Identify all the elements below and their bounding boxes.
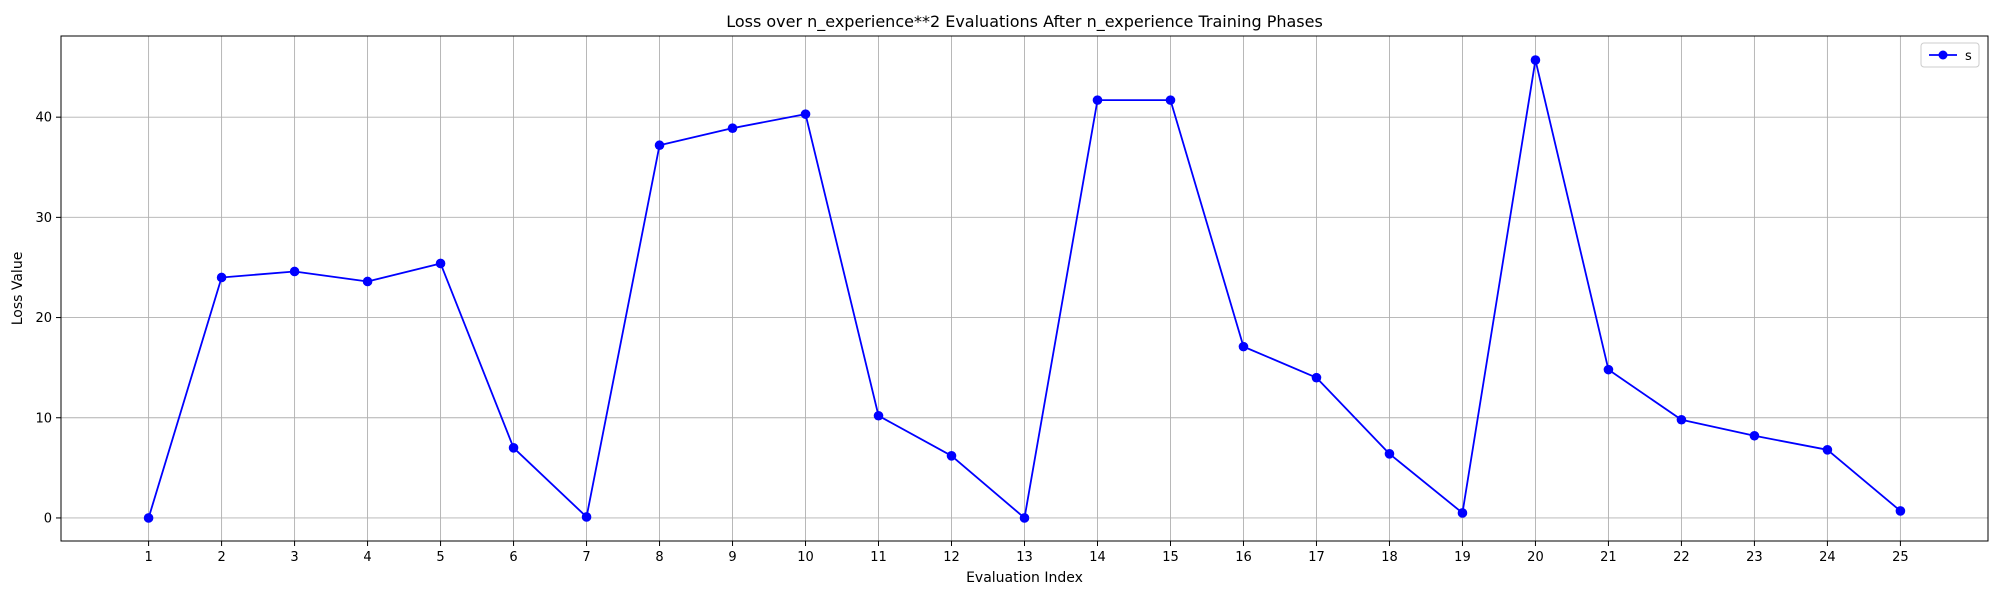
data-point	[1092, 95, 1103, 105]
y-tick-label: 40	[35, 111, 52, 126]
data-point	[1676, 414, 1687, 425]
x-tick-label: 22	[1673, 550, 1690, 565]
data-point	[143, 513, 154, 523]
x-tick-label: 19	[1454, 550, 1471, 565]
data-point	[581, 512, 592, 522]
data-point	[1603, 364, 1614, 375]
x-tick-label: 18	[1381, 550, 1398, 565]
x-tick-label: 25	[1892, 550, 1909, 565]
x-tick-label: 21	[1600, 550, 1617, 565]
data-point	[1895, 506, 1906, 516]
x-tick-label: 4	[363, 550, 371, 565]
legend-label: s	[1965, 49, 1972, 64]
x-tick-label: 8	[655, 550, 663, 565]
legend: s	[1920, 42, 1980, 68]
x-axis-title: Evaluation Index	[966, 570, 1083, 586]
x-tick-label: 6	[509, 550, 517, 565]
series-layer	[143, 55, 1906, 523]
data-point	[654, 140, 665, 151]
legend-marker	[1938, 50, 1948, 60]
x-tick-label: 23	[1746, 550, 1763, 565]
x-tick-label: 10	[797, 550, 814, 565]
data-point	[1311, 372, 1322, 383]
data-point	[800, 109, 811, 119]
data-point	[1019, 513, 1030, 523]
x-tick-label: 20	[1527, 550, 1544, 565]
grid-layer	[61, 36, 1988, 541]
data-point	[1822, 445, 1833, 455]
data-point	[873, 410, 884, 421]
x-tick-label: 2	[217, 550, 225, 565]
x-tick-label: 17	[1308, 550, 1325, 565]
y-tick-label: 20	[35, 311, 52, 326]
data-point	[508, 443, 519, 453]
x-tick-label: 3	[290, 550, 298, 565]
data-point	[435, 258, 446, 269]
data-point	[727, 123, 738, 133]
x-tick-label: 14	[1089, 550, 1106, 565]
data-point	[1457, 508, 1468, 518]
x-tick-label: 9	[728, 550, 736, 565]
x-tick-label: 16	[1235, 550, 1252, 565]
x-tick-label: 13	[1016, 550, 1033, 565]
y-tick-label: 10	[35, 411, 52, 426]
chart-title: Loss over n_experience**2 Evaluations Af…	[726, 12, 1323, 32]
x-tick-label: 24	[1819, 550, 1836, 565]
data-point	[362, 276, 373, 287]
data-point	[1749, 430, 1760, 441]
x-tick-label: 15	[1162, 550, 1179, 565]
ticks-layer: 1 2 3 4 5 6 7 8 9 10 11 12 13 14 15 16 17 18 19 20 21 22 23 24 2…	[35, 111, 1908, 565]
y-tick-label: 0	[44, 511, 52, 526]
data-point	[1384, 449, 1395, 459]
x-tick-label: 11	[870, 550, 887, 565]
x-tick-label: 12	[943, 550, 960, 565]
data-point	[1165, 95, 1176, 105]
x-tick-label: 5	[436, 550, 444, 565]
x-tick-label: 1	[144, 550, 152, 565]
y-tick-label: 30	[35, 211, 52, 226]
data-point	[289, 266, 300, 277]
data-point	[946, 451, 957, 461]
data-point	[1530, 55, 1541, 65]
x-tick-label: 7	[582, 550, 590, 565]
y-axis-title: Loss Value	[10, 252, 26, 326]
data-point	[216, 272, 227, 283]
data-point	[1238, 341, 1249, 352]
